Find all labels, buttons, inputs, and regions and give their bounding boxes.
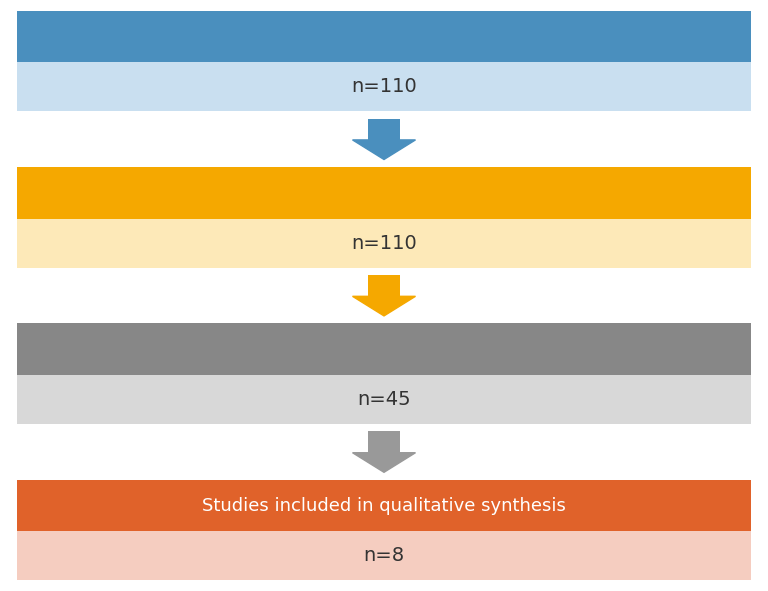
Text: n=8: n=8	[363, 546, 405, 566]
Bar	[17, 531, 751, 580]
Bar	[17, 219, 751, 268]
Text: Studies included in qualitative synthesis: Studies included in qualitative synthesi…	[202, 496, 566, 515]
Polygon shape	[353, 296, 415, 316]
Bar	[17, 323, 751, 375]
Bar	[368, 275, 400, 296]
Bar	[17, 167, 751, 219]
Bar	[368, 119, 400, 140]
Text: n=110: n=110	[351, 77, 417, 96]
Text: n=110: n=110	[351, 233, 417, 252]
Polygon shape	[353, 453, 415, 472]
Bar	[368, 431, 400, 453]
Bar	[17, 11, 751, 62]
Bar	[17, 62, 751, 111]
Bar	[17, 375, 751, 424]
Polygon shape	[353, 140, 415, 160]
Text: n=45: n=45	[357, 390, 411, 409]
Bar	[17, 480, 751, 531]
